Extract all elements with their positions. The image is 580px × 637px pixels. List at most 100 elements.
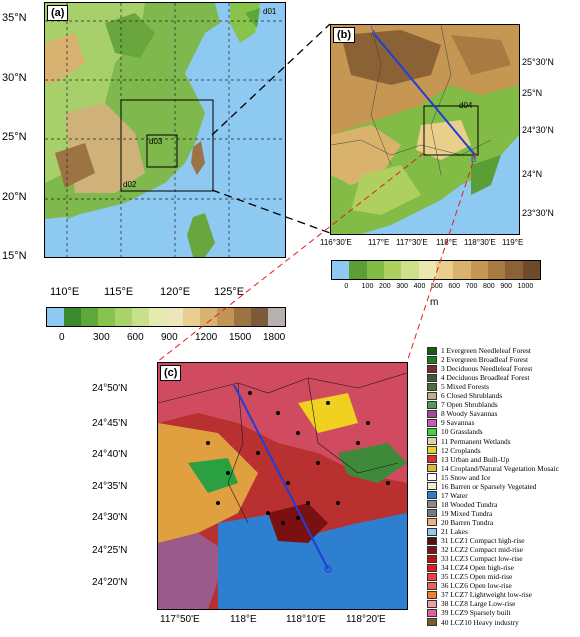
legend-label: 17 Water	[441, 490, 468, 500]
panel-a-terrain	[45, 3, 285, 257]
panel-a-map: (a) d01 d02 d03	[44, 2, 286, 258]
panel-a-colorbar-swatch	[217, 308, 234, 326]
panel-a-colorbar-swatch	[64, 308, 81, 326]
legend-item: 13 Urban and Built-Up	[427, 455, 509, 464]
legend-item: 4 Deciduous Broadleaf Forest	[427, 373, 529, 382]
legend-label: 2 Evergreen Broadleaf Forest	[441, 355, 529, 365]
legend-label: 16 Barren or Sparsely Vegetated	[441, 481, 537, 491]
panel-c-lon-1: 117°50'E	[160, 614, 200, 625]
panel-a-colorbar-swatch	[166, 308, 183, 326]
legend-label: 9 Savannas	[441, 418, 475, 428]
legend-item: 15 Snow and Ice	[427, 473, 490, 482]
panel-b-colorbar-tick: 100	[361, 283, 374, 290]
panel-a-colorbar-swatch	[268, 308, 285, 326]
panel-b-colorbar-swatch	[487, 261, 506, 279]
legend-item: 39 LCZ9 Sparsely built	[427, 608, 511, 617]
legend-item: 12 Croplands	[427, 446, 481, 455]
panel-c-lat-3: 24°40'N	[92, 449, 128, 460]
panel-b-lon-1: 116°30'E	[320, 238, 352, 247]
legend-swatch	[427, 509, 437, 518]
panel-c-lat-1: 24°50'N	[92, 383, 128, 394]
legend-swatch	[427, 563, 437, 572]
legend-swatch	[427, 418, 437, 427]
panel-c-lat-4: 24°35'N	[92, 481, 128, 492]
panel-a-lat-20: 20°N	[2, 191, 27, 203]
panel-a-tag: (a)	[47, 5, 69, 21]
legend-label: 20 Barren Tundra	[441, 517, 494, 527]
panel-b-colorbar-swatch	[418, 261, 436, 279]
legend-swatch	[427, 391, 437, 400]
legend-swatch	[427, 455, 437, 464]
legend-item: 18 Wooded Tundra	[427, 500, 497, 509]
legend-swatch	[427, 446, 437, 455]
panel-b-colorbar-swatch	[401, 261, 419, 279]
panel-b-lon-3: 117°30'E	[396, 238, 428, 247]
panel-b-colorbar-tick: 500	[431, 283, 443, 290]
legend-swatch	[427, 536, 437, 545]
legend-item: 21 Lakes	[427, 527, 468, 536]
panel-a-colorbar-swatch	[132, 308, 149, 326]
legend-swatch	[427, 482, 437, 491]
panel-b-colorbar-tick: 600	[448, 283, 461, 290]
legend-label: 7 Open Shrublands	[441, 400, 498, 410]
legend-label: 39 LCZ9 Sparsely built	[441, 608, 511, 618]
panel-a-lat-35: 35°N	[2, 12, 27, 24]
legend-item: 40 LCZ10 Heavy industry	[427, 618, 519, 627]
legend-swatch	[427, 527, 437, 536]
panel-a-colorbar-swatch	[81, 308, 98, 326]
panel-a-lon-125: 125°E	[214, 286, 245, 298]
legend-swatch	[427, 355, 437, 364]
legend-item: 38 LCZ8 Large Low-rise	[427, 599, 515, 608]
legend-swatch	[427, 382, 437, 391]
panel-b-colorbar-tick: 700	[465, 283, 478, 290]
legend-item: 3 Deciduous Needleleaf Forest	[427, 364, 532, 373]
legend-item: 1 Evergreen Needleleaf Forest	[427, 346, 531, 355]
panel-b-colorbar-swatch	[349, 261, 367, 279]
legend-swatch	[427, 437, 437, 445]
panel-a-colorbar-swatch	[234, 308, 251, 326]
legend-label: 35 LCZ5 Open mid-rise	[441, 572, 513, 582]
legend-swatch	[427, 400, 437, 409]
panel-b-lon-2: 117°E	[368, 238, 390, 247]
legend-item: 36 LCZ6 Open low-rise	[427, 581, 512, 590]
panel-a-lon-115: 115°E	[104, 286, 134, 298]
legend-swatch	[427, 427, 437, 436]
legend-swatch	[427, 554, 437, 563]
panel-c-landuse	[158, 363, 407, 609]
panel-c-lat-5: 24°30'N	[92, 512, 128, 523]
panel-c-lon-4: 118°20'E	[346, 614, 386, 625]
panel-b-colorbar-unit: m	[430, 297, 439, 308]
legend-label: 36 LCZ6 Open low-rise	[441, 581, 512, 591]
legend-item: 14 Cropland/Natural Vegetation Mosaic	[427, 464, 559, 473]
panel-b-colorbar	[331, 260, 541, 280]
panel-b-colorbar-tick: 800	[483, 283, 495, 290]
domain-d01-label: d01	[263, 7, 277, 16]
legend-label: 8 Woody Savannas	[441, 409, 498, 419]
panel-b-terrain	[331, 25, 519, 234]
legend-swatch	[427, 608, 437, 617]
legend-label: 38 LCZ8 Large Low-rise	[441, 599, 516, 609]
legend-label: 3 Deciduous Needleleaf Forest	[441, 364, 533, 374]
panel-b-colorbar-swatch	[435, 261, 454, 279]
panel-a-colorbar-swatch	[149, 308, 166, 326]
panel-a-colorbar-swatch	[251, 308, 268, 326]
panel-b-lon-5: 118°30'E	[464, 238, 496, 247]
panel-b-colorbar-swatch	[470, 261, 488, 279]
panel-c-lat-6: 24°25'N	[92, 545, 128, 556]
panel-b-colorbar-swatch	[366, 261, 384, 279]
panel-a-lat-30: 30°N	[2, 72, 27, 84]
panel-b-colorbar-ticks: 0 100 200 300 400 500 600 700 800 900 1000	[331, 283, 539, 295]
legend-item: 9 Savannas	[427, 418, 474, 427]
panel-b-lat-3: 24°30'N	[522, 125, 554, 135]
legend-item: 16 Barren or Sparsely Vegetated	[427, 482, 537, 491]
panel-a-colorbar-swatch	[115, 308, 132, 326]
legend-item: 8 Woody Savannas	[427, 409, 497, 418]
legend-label: 18 Wooded Tundra	[441, 499, 498, 509]
legend-label: 6 Closed Shrublands	[441, 391, 503, 401]
legend-label: 15 Snow and Ice	[441, 472, 491, 482]
legend-item: 10 Grasslands	[427, 427, 483, 436]
legend-swatch	[427, 618, 437, 626]
panel-b-colorbar-swatch	[332, 261, 350, 279]
legend-item: 37 LCZ7 Lightweight low-rise	[427, 590, 532, 599]
